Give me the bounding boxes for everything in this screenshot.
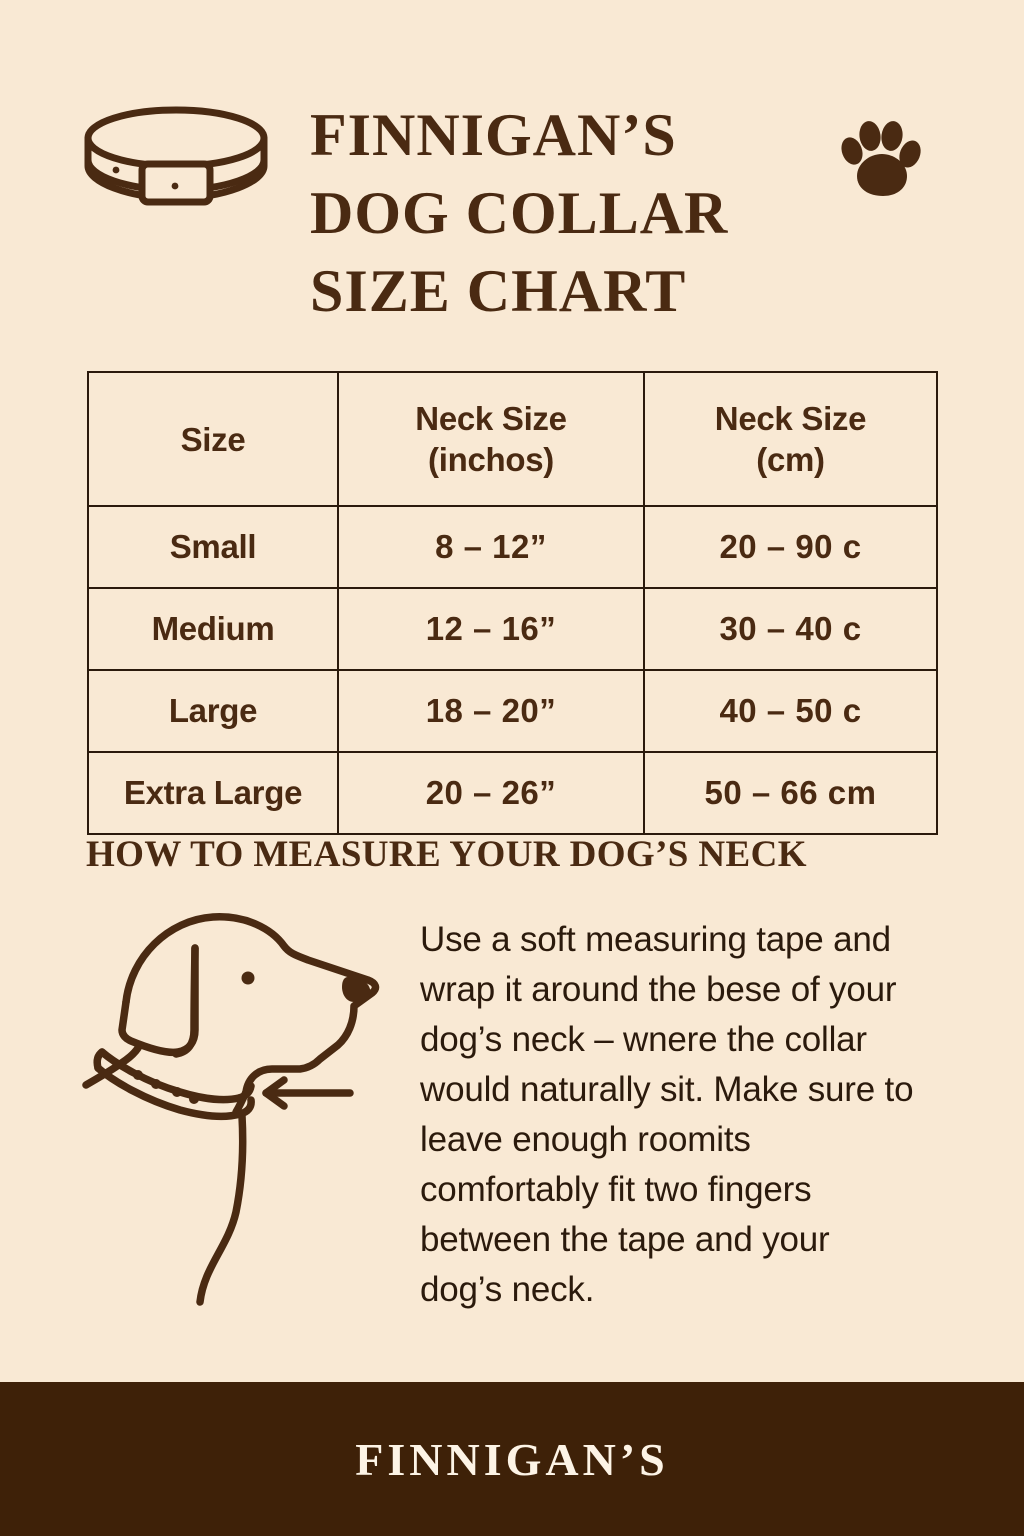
column-header-inches-line2: (inchos) [428,441,554,478]
column-header-cm: Neck Size (cm) [643,371,938,507]
measure-instructions: Use a soft measuring tape and wrap it ar… [420,920,914,1309]
cell-size: Extra Large [87,751,339,835]
footer-bar: FINNIGAN’S [0,1382,1024,1536]
column-header-size-line1: Size [180,420,246,458]
measure-section-heading: HOW TO MEASURE YOUR DOG’S NECK [86,834,807,875]
measure-arrow-icon [262,1076,354,1110]
title-line-3: SIZE CHART [310,258,687,324]
header: FINNIGAN’S DOG COLLAR SIZE CHART [0,0,1024,355]
column-header-inches-line1: Neck Size [415,400,567,437]
title-line-1: FINNIGAN’S [310,102,677,168]
cell-inches: 18 – 20” [337,669,645,753]
paw-print-icon [841,121,921,196]
cell-inches: 8 – 12” [337,505,645,589]
table-header-row: Size Neck Size (inchos) Neck Size (cm) [87,371,938,507]
cell-size: Large [87,669,339,753]
table-row: Size Neck Size (inchos) Neck Size (cm) [87,371,938,507]
title-line-2: DOG COLLAR [310,180,729,246]
table-row: Medium 12 – 16” 30 – 40 c [87,587,938,671]
table-row: Small 8 – 12” 20 – 90 c [87,505,938,589]
column-header-size: Size [87,371,339,507]
cell-size: Medium [87,587,339,671]
cell-cm: 40 – 50 c [643,669,938,753]
dog-head-with-collar-illustration [82,913,380,1306]
dog-collar-icon [84,106,268,206]
size-chart-table: Size Neck Size (inchos) Neck Size (cm) S… [87,371,938,835]
column-header-cm-line2: (cm) [756,441,825,478]
cell-inches: 12 – 16” [337,587,645,671]
cell-size: Small [87,505,339,589]
table-row: Extra Large 20 – 26” 50 – 66 cm [87,751,938,835]
footer-brand: FINNIGAN’S [355,1433,669,1485]
cell-cm: 50 – 66 cm [643,751,938,835]
column-header-inches: Neck Size (inchos) [337,371,645,507]
cell-cm: 20 – 90 c [643,505,938,589]
table-row: Large 18 – 20” 40 – 50 c [87,669,938,753]
column-header-cm-line1: Neck Size [714,400,867,437]
cell-cm: 30 – 40 c [643,587,938,671]
page-title: FINNIGAN’S DOG COLLAR SIZE CHART [310,96,870,330]
cell-inches: 20 – 26” [337,751,645,835]
